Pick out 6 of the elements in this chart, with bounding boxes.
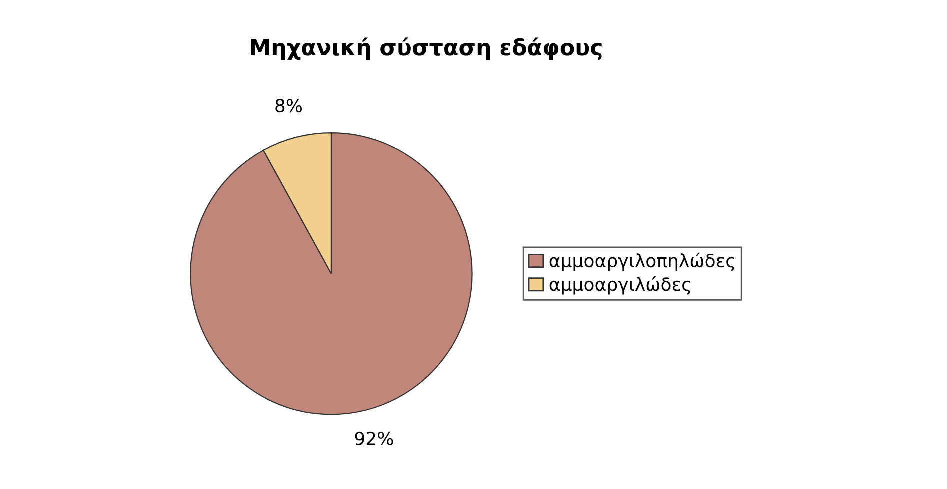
chart-title: Μηχανική σύσταση εδάφους (251, 38, 602, 60)
pie-slice (190, 132, 473, 416)
data-label: 92% (355, 432, 394, 446)
legend-label: αμμοαργιλοπηλώδες (550, 252, 734, 272)
legend-label: αμμοαργιλώδες (550, 276, 690, 295)
data-label: 8% (276, 99, 302, 113)
